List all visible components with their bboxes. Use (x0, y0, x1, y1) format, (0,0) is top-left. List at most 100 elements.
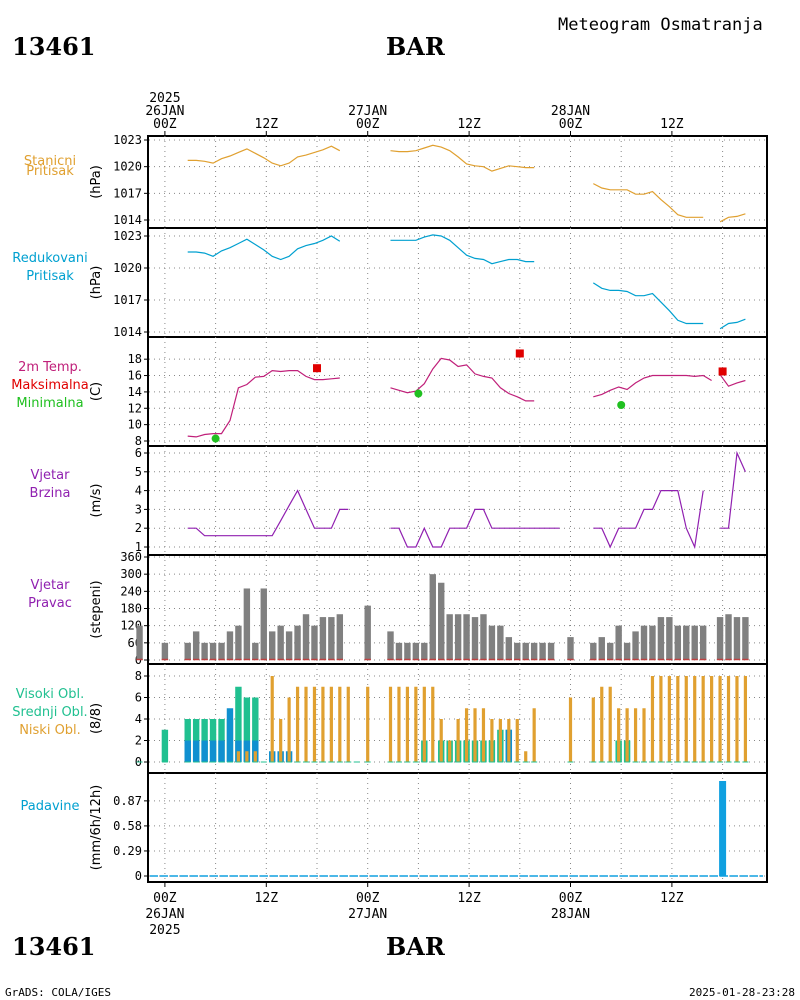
cloud-low-bar (710, 676, 714, 762)
timestamp-text: 2025-01-28-23:28 (689, 986, 795, 999)
tmax-marker (313, 364, 321, 373)
cloud-mid-bar (218, 740, 225, 762)
direction-bar (387, 631, 394, 660)
panel-frame (147, 135, 768, 229)
direction-bar (505, 637, 513, 660)
direction-bar (598, 637, 605, 660)
cloud-low-bar (650, 676, 655, 762)
direction-bar (666, 617, 673, 660)
cloud-low-bar (633, 708, 638, 762)
y-tick-label: 2 (135, 734, 142, 748)
direction-bar (547, 642, 555, 660)
cloud-low-bar (608, 686, 612, 762)
direction-bar (615, 625, 622, 660)
direction-bar (623, 642, 631, 660)
direction-bar (395, 642, 403, 660)
series-line (719, 374, 746, 387)
cloud-low-bar (473, 708, 477, 762)
direction-bar (201, 642, 208, 660)
cloud-low-bar (600, 686, 604, 762)
direction-bar (218, 642, 225, 660)
direction-bar (336, 614, 344, 660)
series-line (592, 282, 704, 325)
direction-bar (683, 625, 690, 660)
cloud-low-bar (667, 676, 671, 762)
panel-temp: 8 10 12 14 16 18 2m Temp. Maksimalna Minimalna (C… (11, 336, 768, 448)
cloud-low-bar (591, 697, 595, 762)
time-label-top: 26JAN (145, 104, 184, 119)
cloud-low-bar (507, 719, 511, 762)
cloud-high-bar (252, 697, 259, 762)
panel-label: Vjetar (31, 578, 71, 593)
cloud-low-bar (743, 676, 748, 762)
direction-bar (522, 642, 529, 660)
direction-bar (691, 625, 698, 660)
cloud-mid-bar (209, 740, 217, 762)
direction-bar (530, 642, 538, 660)
cloud-low-bar (414, 686, 418, 762)
y-tick-label: 360 (120, 550, 142, 564)
cloud-low-bar (321, 686, 325, 762)
direction-bar (480, 614, 487, 660)
panel-label: Padavine (21, 799, 80, 814)
direction-bar (699, 625, 707, 660)
series-line (390, 234, 535, 265)
time-label-bottom: 28JAN (551, 907, 590, 922)
cloud-low-bar (422, 686, 426, 762)
direction-bar (252, 642, 259, 660)
direction-bar (235, 625, 242, 660)
direction-bar (725, 614, 732, 660)
series-line (719, 213, 746, 223)
y-tick-label: 6 (135, 691, 142, 705)
tmin-marker (414, 389, 423, 398)
cloud-low-bar (642, 708, 646, 762)
direction-bar (209, 642, 217, 660)
direction-bar (364, 605, 371, 660)
cloud-low-bar (490, 719, 494, 762)
time-label-bottom: 26JAN (145, 907, 184, 922)
direction-bar (454, 614, 462, 660)
series-line (187, 489, 349, 537)
time-label-top: 12Z (660, 117, 684, 132)
series-line (187, 235, 341, 261)
panel-label: Redukovani (12, 251, 87, 266)
series-line (390, 357, 535, 402)
direction-bar (294, 625, 301, 660)
direction-bar (319, 617, 327, 660)
cloud-low-bar (448, 740, 452, 762)
series-line (593, 490, 704, 550)
cloud-low-bar (405, 686, 410, 762)
panel-precip: 0 0.29 0.58 0.87 Padavine (mm/6h/12h) (21, 772, 768, 883)
cloud-low-bar (366, 686, 370, 762)
series-line (187, 145, 341, 167)
direction-bar (260, 588, 267, 660)
direction-bar (514, 642, 521, 660)
y-tick-label: 18 (128, 352, 142, 366)
y-tick-label: 1023 (113, 229, 142, 243)
panel-label: Visoki Obl. (16, 687, 84, 702)
panel-unit-label: (8/8) (89, 703, 104, 734)
cloud-low-bar (684, 676, 688, 762)
cloud-low-bar (431, 686, 435, 762)
series-line (593, 374, 712, 398)
cloud-low-bar (676, 676, 680, 762)
cloud-low-bar (515, 719, 519, 762)
cloud-low-bar (464, 708, 469, 762)
station-id-bottom: 13461 (12, 932, 96, 961)
time-label-top: 12Z (255, 117, 279, 132)
direction-bar (277, 625, 284, 660)
panel-direction: 060120180240300360VjetarPravac(stepeni) (28, 550, 768, 667)
cloud-low-bar (338, 686, 342, 762)
cloud-low-bar (659, 676, 663, 762)
y-tick-label: 8 (135, 434, 142, 448)
cloud-mid-bar (184, 740, 191, 762)
panel-label: Pravac (28, 596, 72, 611)
direction-bar (716, 617, 724, 660)
cloud-low-bar (693, 676, 697, 762)
series-line (719, 318, 746, 330)
time-label-top: 12Z (457, 117, 481, 132)
time-label-bottom: 12Z (255, 891, 279, 906)
cloud-low-bar (287, 697, 291, 762)
